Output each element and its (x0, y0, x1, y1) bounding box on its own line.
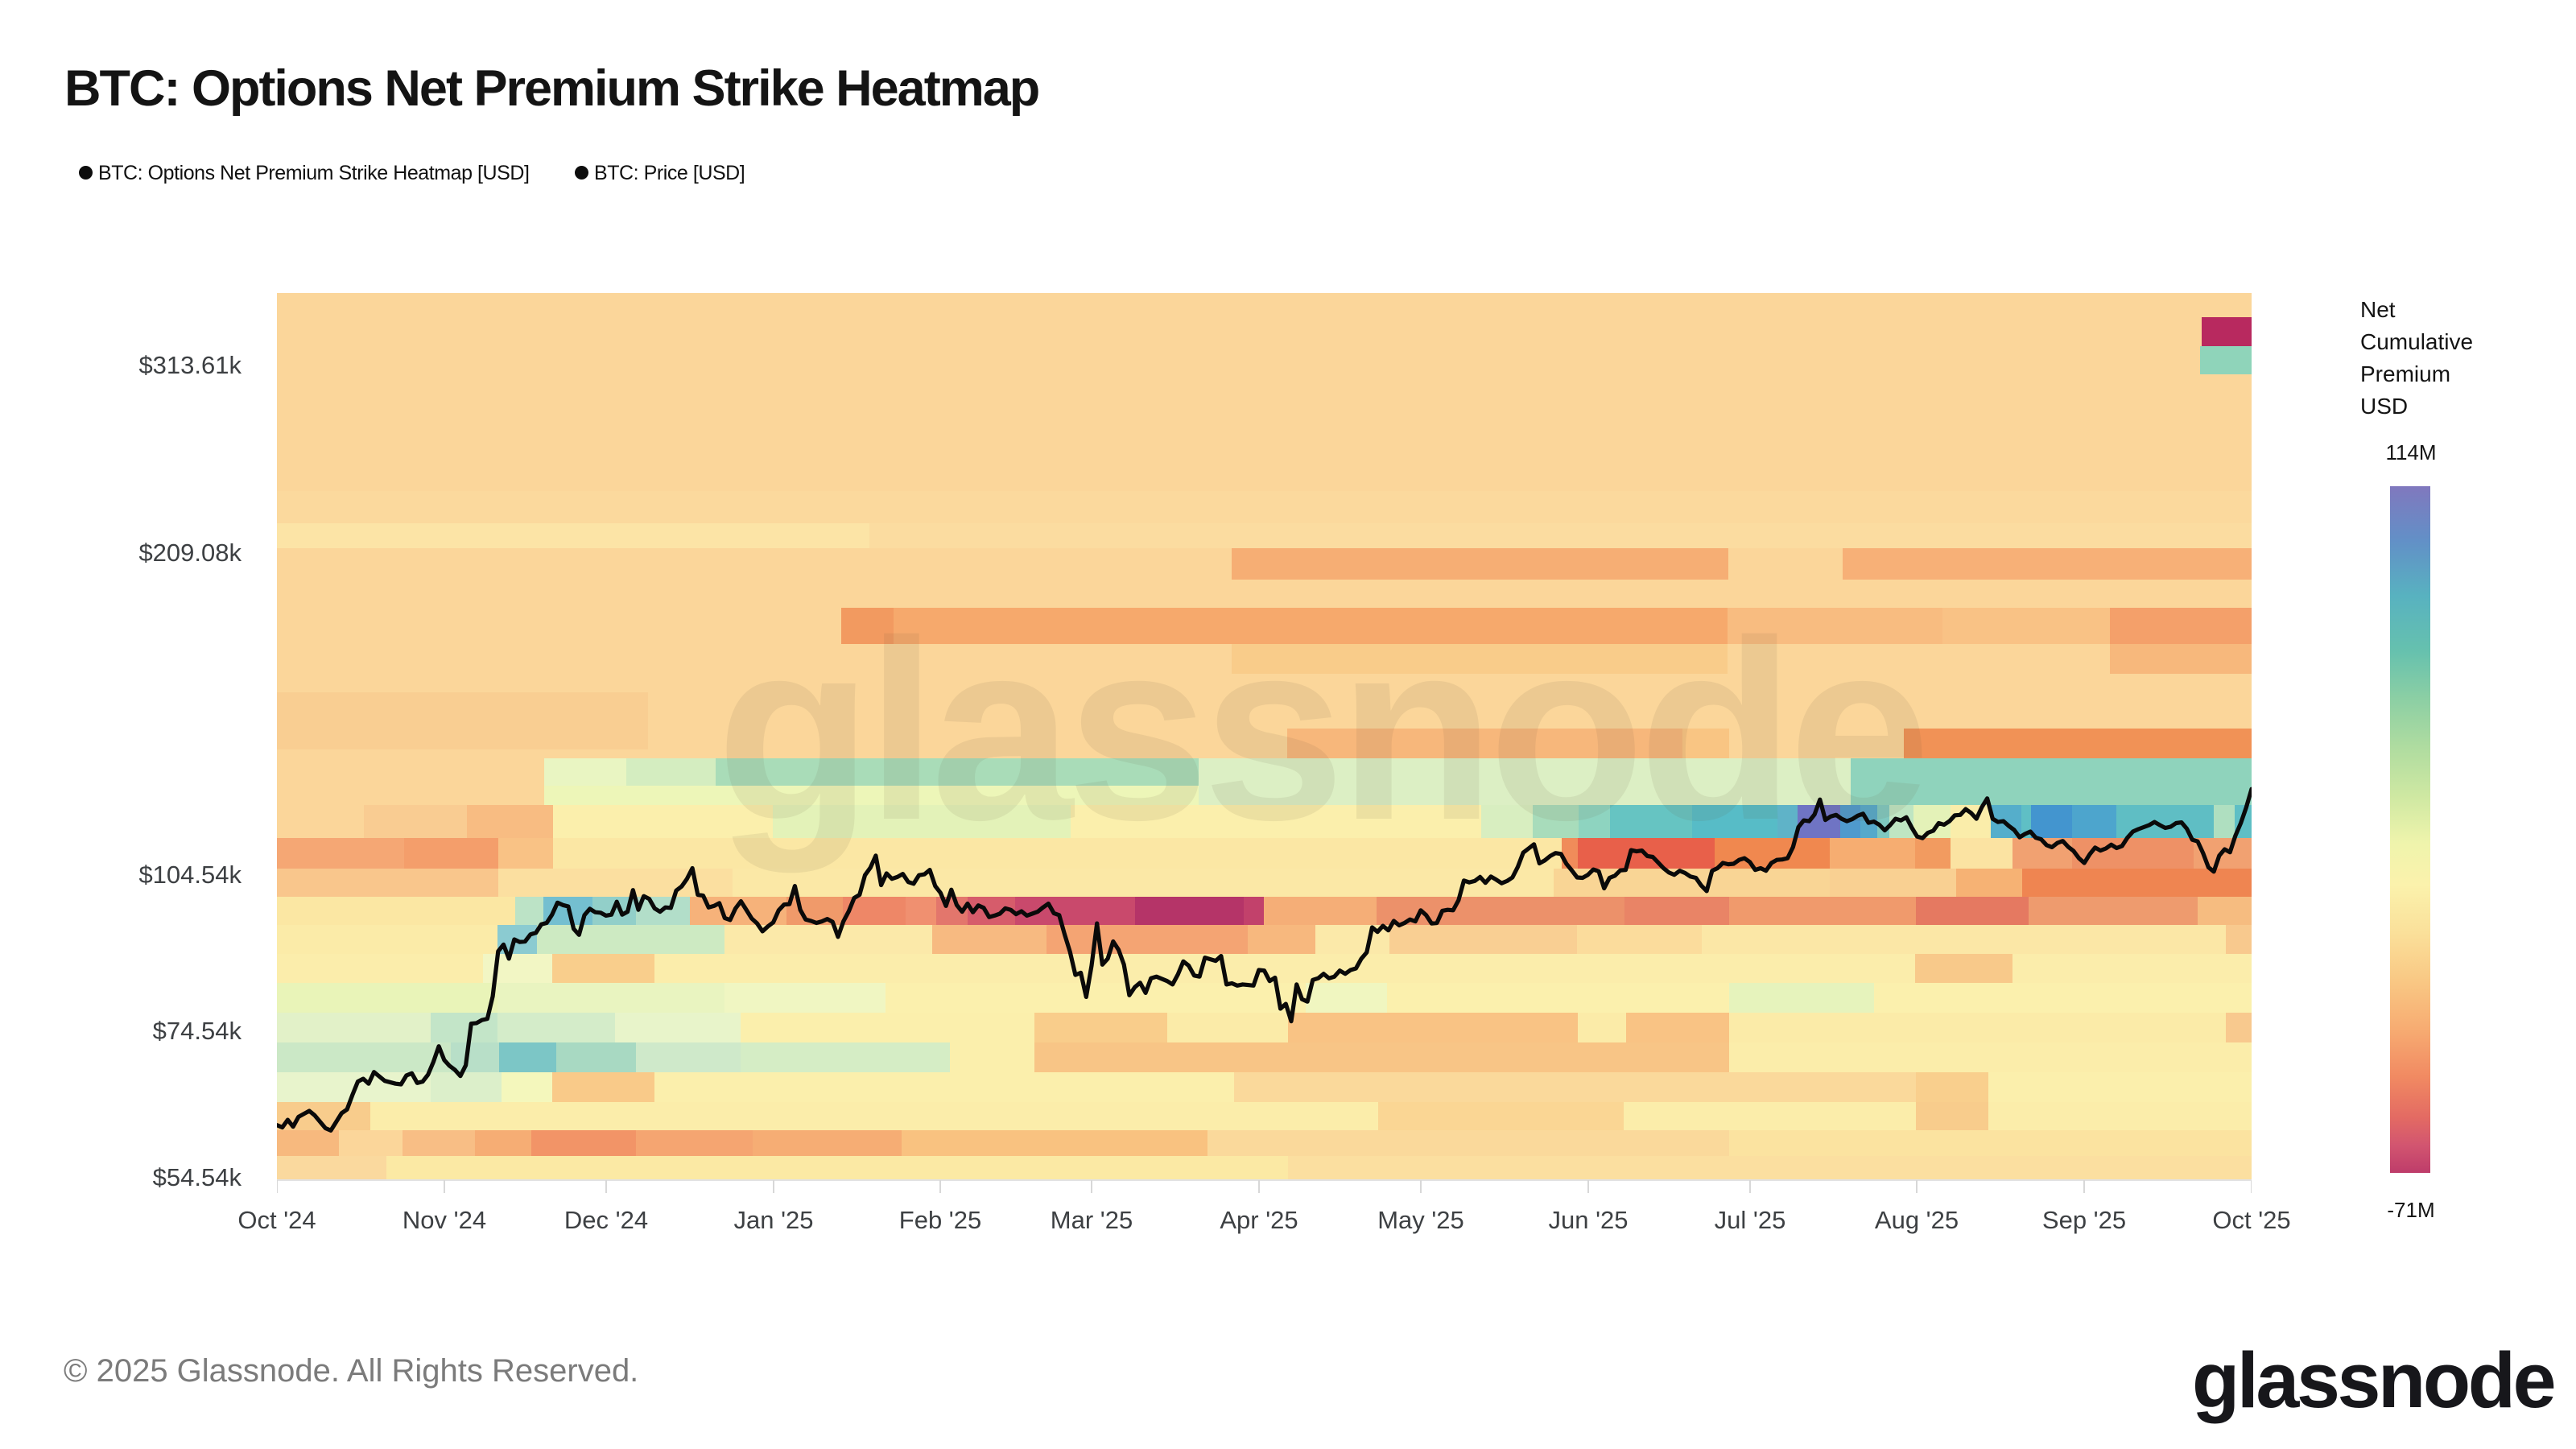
svg-text:glassnode: glassnode (716, 588, 1925, 875)
